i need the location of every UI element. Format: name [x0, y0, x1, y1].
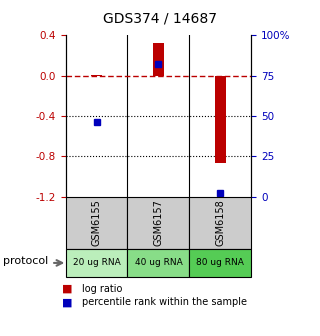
Text: protocol: protocol	[3, 256, 48, 266]
Text: GSM6157: GSM6157	[153, 199, 164, 246]
Bar	[215, 76, 226, 163]
Text: GDS374 / 14687: GDS374 / 14687	[103, 12, 217, 26]
Text: 40 ug RNA: 40 ug RNA	[134, 258, 182, 267]
Bar	[153, 43, 164, 76]
Text: log ratio: log ratio	[82, 284, 122, 294]
Text: 80 ug RNA: 80 ug RNA	[196, 258, 244, 267]
Text: ■: ■	[62, 284, 73, 294]
Text: ■: ■	[62, 297, 73, 307]
Text: percentile rank within the sample: percentile rank within the sample	[82, 297, 247, 307]
Text: GSM6158: GSM6158	[215, 199, 225, 246]
Text: 20 ug RNA: 20 ug RNA	[73, 258, 120, 267]
Bar	[91, 75, 102, 76]
Text: GSM6155: GSM6155	[92, 199, 101, 246]
